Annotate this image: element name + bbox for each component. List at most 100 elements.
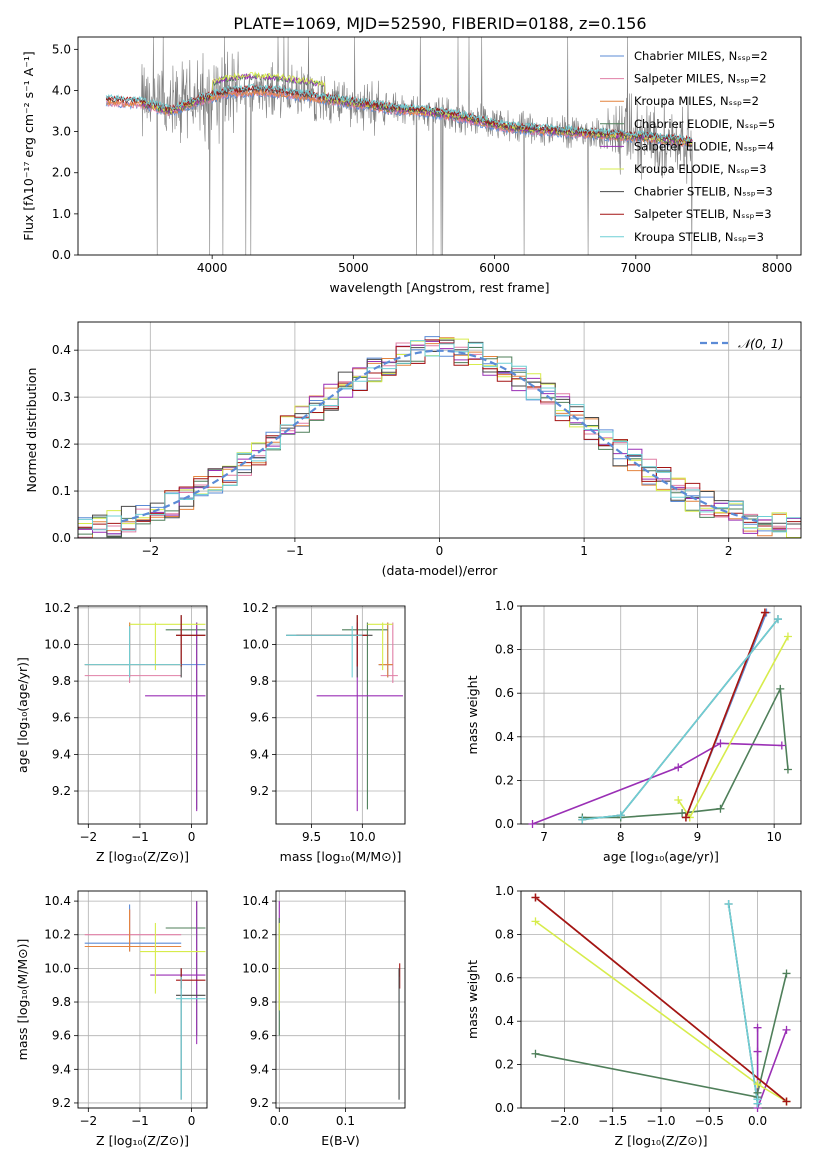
data-point-marker	[528, 820, 537, 828]
mass-vs-metallicity-panel: −2 −1 0 9.2 9.4 9.6 9.8 10.0 10.2 10.4 Z [log₁₀(Z/…	[15, 890, 208, 1148]
data-point-marker	[783, 765, 792, 774]
mass-vs-ebv-panel: 0.0 0.1 9.2 9.4 9.6 9.8 10.0 10.2 10.4 E(B-V)	[242, 890, 406, 1148]
y-tick-label: 0.8	[495, 643, 514, 657]
data-point-marker	[716, 739, 725, 748]
residual-histogram-panel: −2 −1 0 1 2 0.0 0.1 0.2 0.3 0.4 (data-model)/error…	[24, 321, 802, 578]
data-point-marker	[681, 813, 690, 822]
axes-frame	[275, 605, 406, 825]
series-line-salpeter-stelib	[685, 612, 766, 818]
weight-vs-age-panel: 7 8 9 10 0.0 0.2 0.4 0.6 0.8 1.0 age [log₁₀(age/yr…	[465, 599, 802, 864]
x-tick-label: −2	[79, 830, 97, 844]
y-tick-label: 2.0	[52, 166, 71, 180]
y-tick-label: 10.4	[242, 894, 269, 908]
data-point-marker	[531, 893, 540, 902]
data-point-marker	[616, 811, 625, 820]
weight-vs-metallicity-panel: −2.0 −1.5 −1.0 −0.5 0.0 0.0 0.2 0.4 0.6 0.8 1.0 Z […	[465, 884, 802, 1148]
y-tick-label: 9.4	[52, 747, 71, 761]
legend-label: Kroupa MILES, Nₛₛₚ=2	[634, 94, 759, 108]
data-point-marker	[783, 632, 792, 641]
y-tick-label: 4.0	[52, 83, 71, 97]
x-tick-label: 0.0	[748, 1114, 767, 1128]
y-tick-label: 0.4	[495, 730, 514, 744]
y-tick-label: 9.6	[250, 1029, 269, 1043]
y-axis-label: mass weight	[465, 960, 480, 1039]
x-tick-label: 9.5	[302, 830, 321, 844]
y-tick-label: 9.8	[52, 995, 71, 1009]
x-tick-label: 7000	[621, 261, 652, 275]
x-tick-label: 5000	[338, 261, 369, 275]
x-axis-label: Z [log₁₀(Z/Z⊙)]	[96, 1133, 189, 1148]
y-tick-label: 9.6	[52, 711, 71, 725]
x-tick-label: −1.5	[598, 1114, 627, 1128]
histogram-step-salpeter-stelib	[78, 339, 801, 530]
y-axis-label: Flux [fλ10⁻¹⁷ erg cm⁻² s⁻¹ A⁻¹]	[21, 51, 36, 240]
y-tick-label: 0.3	[52, 390, 71, 404]
y-axis-label: mass weight	[465, 675, 480, 754]
x-tick-label: −2	[79, 1114, 97, 1128]
figure-title: PLATE=1069, MJD=52590, FIBERID=0188, z=0…	[233, 14, 646, 33]
y-tick-label: 10.0	[242, 637, 269, 651]
data-point-marker	[531, 917, 540, 926]
spectrum-panel: 4000 5000 6000 7000 8000 0.0 1.0 2.0 3.0 4.0 5.0 wa…	[21, 36, 802, 295]
legend-label: Kroupa ELODIE, Nₛₛₚ=3	[634, 162, 767, 176]
data-point-marker	[674, 796, 683, 805]
legend-label: Chabrier MILES, Nₛₛₚ=2	[634, 49, 768, 63]
model-line-salpeter-stelib	[105, 84, 693, 143]
x-axis-label: wavelength [Angstrom, rest frame]	[329, 280, 549, 295]
x-tick-label: −2	[141, 544, 159, 558]
normal-reference-curve	[121, 349, 758, 523]
data-point-marker	[782, 1025, 791, 1034]
y-axis-label: Normed distribution	[24, 368, 39, 493]
data-point-marker	[724, 900, 733, 909]
x-tick-label: 2	[725, 544, 733, 558]
x-tick-label: 10.0	[349, 830, 376, 844]
plot-area	[78, 336, 801, 538]
legend-label: 𝒩(0, 1)	[738, 336, 784, 351]
y-tick-label: 5.0	[52, 42, 71, 56]
plot-area	[278, 901, 401, 1100]
y-tick-label: 9.6	[250, 711, 269, 725]
model-line-chabrier-stelib	[105, 84, 693, 143]
data-point-marker	[753, 1047, 762, 1056]
axes-frame	[77, 605, 208, 825]
series-line-kroupa-stelib	[582, 618, 779, 821]
y-tick-label: 0.8	[495, 927, 514, 941]
data-point-marker	[716, 804, 725, 813]
y-tick-label: 9.2	[52, 784, 71, 798]
x-tick-label: 0.1	[336, 1114, 355, 1128]
age-vs-metallicity-panel: −2 −1 0 9.2 9.4 9.6 9.8 10.0 10.2 Z [log₁₀(Z/Z⊙)]…	[15, 601, 208, 864]
x-tick-label: 9	[694, 830, 702, 844]
y-axis-label: age [log₁₀(age/yr)]	[15, 657, 30, 773]
y-tick-label: 10.2	[242, 601, 269, 615]
data-point-marker	[782, 969, 791, 978]
model-line-kroupa-stelib	[105, 83, 692, 142]
y-tick-label: 10.4	[44, 894, 71, 908]
age-vs-mass-panel: 9.5 10.0 9.2 9.4 9.6 9.8 10.0 10.2 mass [log₁₀(M…	[242, 601, 406, 864]
y-tick-label: 9.8	[52, 674, 71, 688]
x-tick-label: 8	[617, 830, 625, 844]
x-tick-label: 1	[580, 544, 588, 558]
y-tick-label: 9.2	[250, 1096, 269, 1110]
plot-area	[532, 612, 789, 824]
data-point-marker	[776, 684, 785, 693]
x-tick-label: −1	[286, 544, 304, 558]
legend-label: Chabrier STELIB, Nₛₛₚ=3	[634, 185, 773, 199]
x-tick-label: −2.0	[550, 1114, 579, 1128]
series-line-chabrier-stelib	[582, 618, 779, 821]
y-tick-label: 9.4	[250, 747, 269, 761]
plot-area	[105, 37, 693, 255]
data-point-marker	[753, 1080, 762, 1089]
y-tick-label: 0.0	[495, 817, 514, 831]
y-tick-label: 9.4	[250, 1062, 269, 1076]
x-tick-label: −0.5	[695, 1114, 724, 1128]
series-line-salpeter-stelib	[534, 896, 788, 1103]
y-tick-label: 0.2	[52, 437, 71, 451]
y-tick-label: 0.0	[52, 248, 71, 262]
x-tick-label: 8000	[762, 261, 793, 275]
legend-label: Salpeter ELODIE, Nₛₛₚ=4	[634, 139, 774, 153]
x-tick-label: −1	[131, 1114, 149, 1128]
y-axis-label: mass [log₁₀(M/M⊙)]	[15, 939, 30, 1061]
x-tick-label: 0	[188, 1114, 196, 1128]
data-point-marker	[773, 615, 782, 624]
